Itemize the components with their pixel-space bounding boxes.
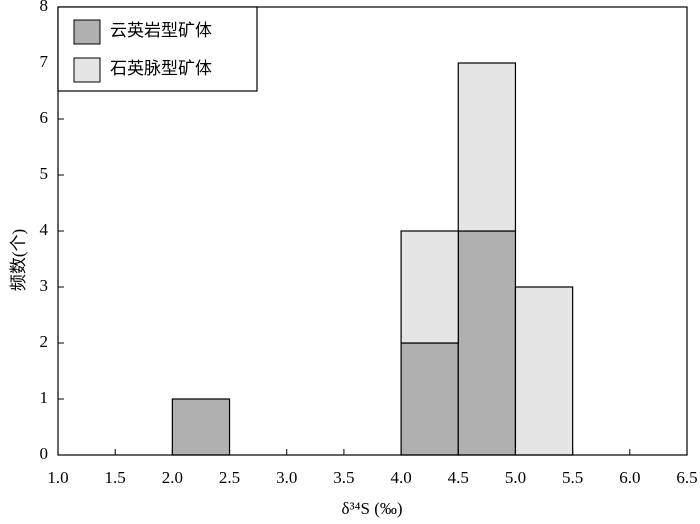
x-tick-label: 2.0 bbox=[162, 468, 183, 487]
bar bbox=[400, 230, 459, 344]
y-tick-label: 4 bbox=[40, 220, 49, 239]
bar bbox=[514, 286, 574, 456]
y-tick-label: 1 bbox=[40, 388, 49, 407]
bar bbox=[457, 230, 517, 456]
x-tick-label: 4.5 bbox=[448, 468, 469, 487]
x-tick-label: 1.0 bbox=[47, 468, 68, 487]
y-tick-label: 3 bbox=[40, 276, 49, 295]
x-axis-label: δ³⁴S (‰) bbox=[341, 499, 402, 518]
legend-swatch bbox=[73, 57, 101, 83]
x-tick-label: 5.0 bbox=[505, 468, 526, 487]
y-tick-label: 6 bbox=[40, 108, 49, 127]
x-tick-label: 1.5 bbox=[105, 468, 126, 487]
bar bbox=[457, 62, 517, 232]
y-tick-label: 0 bbox=[40, 444, 49, 463]
y-tick-label: 2 bbox=[40, 332, 49, 351]
bar bbox=[171, 398, 231, 456]
x-tick-label: 3.5 bbox=[333, 468, 354, 487]
x-tick-label: 2.5 bbox=[219, 468, 240, 487]
y-tick-label: 8 bbox=[40, 0, 49, 15]
y-tick-label: 7 bbox=[40, 52, 49, 71]
x-tick-label: 4.0 bbox=[390, 468, 411, 487]
y-tick-label: 5 bbox=[40, 164, 49, 183]
x-tick-label: 5.5 bbox=[562, 468, 583, 487]
x-tick-label: 3.0 bbox=[276, 468, 297, 487]
legend-label: 石英脉型矿体 bbox=[110, 59, 212, 78]
y-axis-label: 频数(个) bbox=[9, 229, 28, 291]
legend-label: 云英岩型矿体 bbox=[110, 21, 212, 40]
legend-swatch bbox=[73, 19, 101, 45]
x-tick-label: 6.5 bbox=[676, 468, 697, 487]
bar bbox=[400, 342, 459, 456]
x-tick-label: 6.0 bbox=[619, 468, 640, 487]
